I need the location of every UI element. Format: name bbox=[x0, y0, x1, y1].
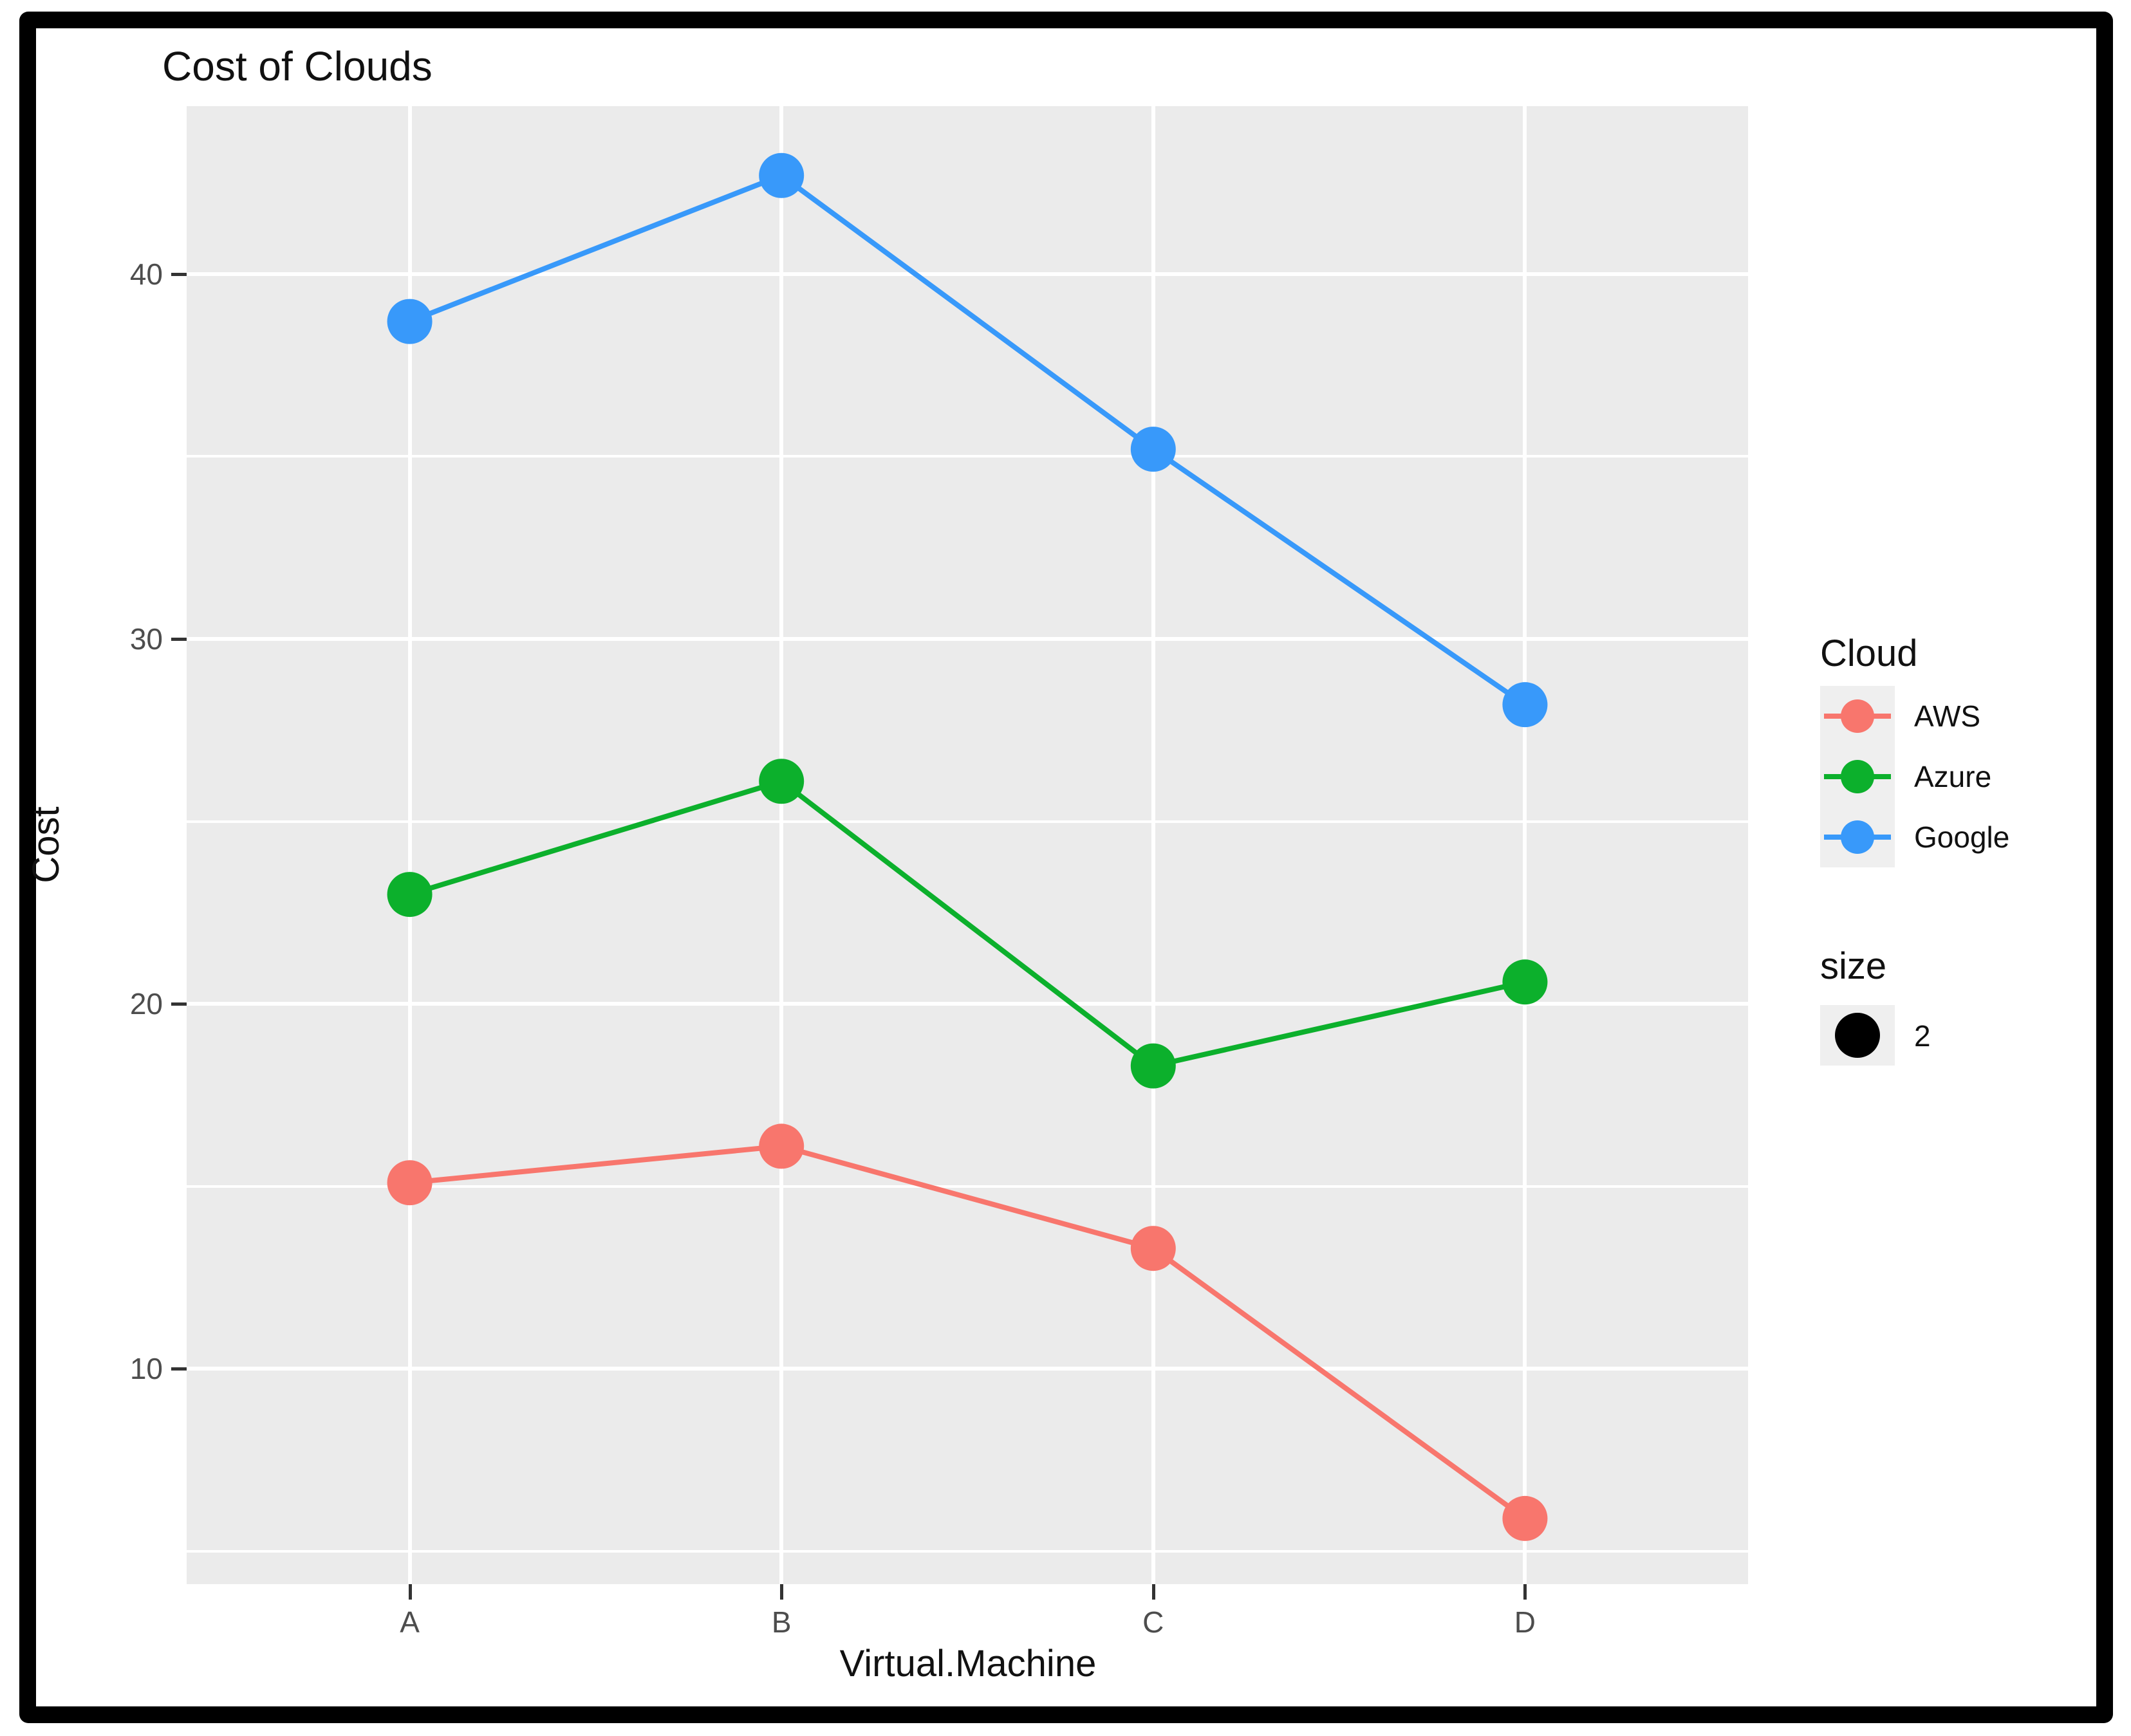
legend-key-swatch bbox=[1820, 686, 1895, 746]
gridline-x-major bbox=[779, 106, 784, 1584]
y-tick-label: 30 bbox=[129, 622, 163, 656]
legend-size-value: 2 bbox=[1914, 1019, 1931, 1053]
gridline-x-major bbox=[1523, 106, 1527, 1584]
legend-key-swatch bbox=[1820, 746, 1895, 807]
legend-item-aws: AWS bbox=[1820, 686, 2009, 746]
data-point-aws-B bbox=[759, 1123, 805, 1169]
y-tick-mark bbox=[171, 1002, 187, 1006]
legend-cloud-items: AWS Azure Google bbox=[1820, 686, 2009, 867]
data-point-google-B bbox=[759, 152, 805, 198]
data-point-google-D bbox=[1502, 682, 1548, 728]
gridline-x-major bbox=[1151, 106, 1155, 1584]
legend-size-key bbox=[1820, 1005, 1895, 1066]
legend-key-glyph bbox=[1824, 820, 1891, 854]
y-axis-title: Cost bbox=[25, 806, 67, 883]
data-point-azure-C bbox=[1130, 1043, 1176, 1089]
gridline-y-minor bbox=[187, 455, 1748, 458]
legend-point-icon bbox=[1841, 820, 1874, 854]
legend-item-label: Google bbox=[1914, 820, 2010, 854]
legend-item-label: Azure bbox=[1914, 760, 1992, 793]
data-point-azure-B bbox=[759, 759, 805, 804]
data-point-google-A bbox=[387, 299, 433, 344]
chart-panel bbox=[187, 106, 1748, 1584]
y-tick-mark bbox=[171, 272, 187, 276]
x-tick-mark bbox=[1523, 1584, 1527, 1600]
legend-size-title: size bbox=[1820, 945, 1887, 987]
data-point-google-C bbox=[1130, 427, 1176, 472]
y-tick-mark bbox=[171, 638, 187, 642]
legend-point-icon bbox=[1841, 760, 1874, 793]
series-plot bbox=[387, 152, 1548, 1541]
gridline-y-major bbox=[187, 1367, 1748, 1371]
data-point-aws-A bbox=[387, 1160, 433, 1206]
x-tick-label: D bbox=[1514, 1605, 1536, 1639]
x-axis-title: Virtual.Machine bbox=[839, 1643, 1097, 1685]
legend-cloud-title: Cloud bbox=[1820, 633, 1918, 674]
data-point-azure-A bbox=[387, 872, 433, 918]
series-line-google bbox=[409, 172, 1527, 707]
gridline-y-minor bbox=[187, 820, 1748, 823]
gridline-y-major bbox=[187, 637, 1748, 642]
data-point-azure-D bbox=[1502, 959, 1548, 1005]
legend-key-glyph bbox=[1824, 760, 1891, 793]
x-tick-mark bbox=[408, 1584, 412, 1600]
x-tick-label: B bbox=[771, 1605, 792, 1639]
y-tick-label: 20 bbox=[129, 987, 163, 1021]
series-line-aws bbox=[409, 1143, 1527, 1521]
x-tick-mark bbox=[1151, 1584, 1155, 1600]
x-tick-mark bbox=[780, 1584, 784, 1600]
y-tick-label: 10 bbox=[129, 1352, 163, 1386]
gridline-y-major bbox=[187, 1002, 1748, 1006]
legend-point-icon bbox=[1841, 699, 1874, 733]
legend-item-azure: Azure bbox=[1820, 746, 2009, 807]
gridline-y-major bbox=[187, 272, 1748, 276]
data-point-aws-D bbox=[1502, 1495, 1548, 1541]
size-dot-icon bbox=[1835, 1013, 1880, 1058]
plot-title: Cost of Clouds bbox=[162, 43, 433, 89]
y-tick-label: 40 bbox=[129, 257, 163, 291]
legend-key-swatch bbox=[1820, 807, 1895, 867]
x-tick-label: A bbox=[400, 1605, 420, 1639]
series-line-azure bbox=[409, 778, 1526, 1069]
y-tick-mark bbox=[171, 1367, 187, 1371]
x-tick-label: C bbox=[1142, 1605, 1164, 1639]
gridline-y-minor bbox=[187, 1185, 1748, 1188]
gridline-x-major bbox=[407, 106, 412, 1584]
legend-key-glyph bbox=[1824, 699, 1891, 733]
legend-item-label: AWS bbox=[1914, 699, 1981, 733]
data-point-aws-C bbox=[1130, 1226, 1176, 1271]
gridline-y-minor bbox=[187, 1549, 1748, 1553]
legend-item-google: Google bbox=[1820, 807, 2009, 867]
